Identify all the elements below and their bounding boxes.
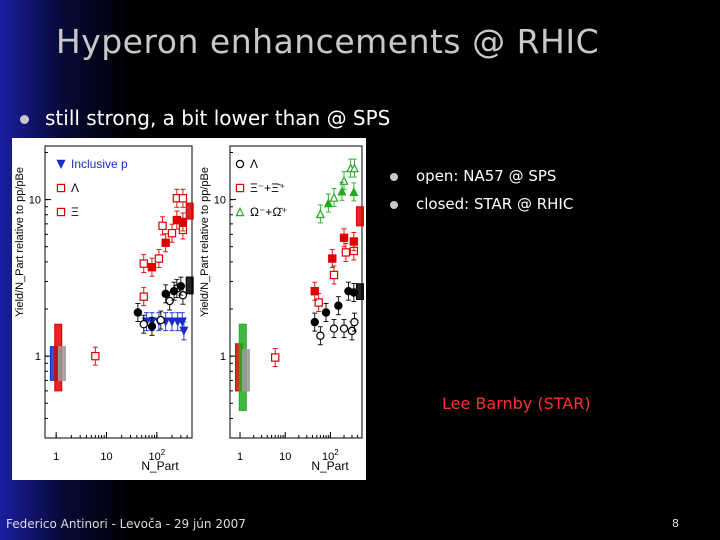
data-point: [339, 324, 349, 333]
legend-marker: [235, 159, 245, 169]
data-point: [161, 238, 170, 247]
legend-label: Inclusive p: [71, 157, 128, 171]
legend-marker: [235, 183, 245, 193]
systematic-band: [241, 349, 250, 392]
data-point: [178, 217, 188, 227]
data-point: [178, 194, 188, 203]
legend-label: Λ: [250, 157, 258, 171]
bullet-dot-icon: [390, 172, 398, 181]
data-point: [329, 270, 339, 280]
y-tick-label: 10: [214, 195, 226, 207]
systematic-band: [57, 346, 66, 381]
data-point: [133, 308, 143, 317]
legend-label: Ξ⁻+Ξ̄⁺: [250, 181, 285, 195]
legend-label: Λ: [71, 181, 79, 195]
data-point: [147, 322, 157, 331]
data-point: [167, 317, 177, 327]
systematic-band: [355, 206, 364, 227]
legend-label: Ω⁻+Ω̄⁺: [250, 205, 288, 219]
data-point: [139, 292, 148, 301]
legend-label: Ξ: [71, 205, 79, 219]
data-point: [156, 315, 166, 325]
data-point: [328, 254, 337, 263]
data-point: [91, 351, 100, 361]
y-axis-label: Yield/N_Part relative to pp/pBe: [14, 167, 26, 317]
x-tick-label: 1: [237, 451, 243, 463]
footer-author: Federico Antinori - Levoča - 29 jún 2007: [6, 517, 246, 531]
data-point: [314, 298, 323, 307]
x-tick-label: 10: [279, 451, 291, 463]
y-tick-label: 1: [220, 351, 226, 363]
legend-item-closed: closed: STAR @ RHIC: [390, 193, 573, 221]
y-axis-label: Yield/N_Part relative to pp/pBe: [199, 167, 211, 317]
data-point: [179, 326, 189, 336]
y-tick-label: 1: [35, 351, 41, 363]
slide-title: Hyperon enhancements @ RHIC: [55, 22, 600, 61]
data-point: [329, 324, 339, 333]
bullet-dot-icon: [20, 115, 29, 124]
legend-marker: [56, 183, 66, 193]
data-point: [158, 221, 167, 231]
bullet-dot-icon: [390, 200, 398, 209]
systematic-band: [185, 202, 194, 220]
data-point: [350, 317, 359, 327]
data-point: [315, 208, 325, 219]
y-tick-label: 10: [29, 195, 41, 207]
data-point: [337, 186, 347, 196]
main-bullet: still strong, a bit lower than @ SPS: [20, 106, 390, 130]
data-point: [139, 319, 148, 329]
page-number: 8: [672, 517, 679, 530]
data-point: [165, 296, 174, 306]
systematic-band: [185, 276, 194, 295]
x-axis-label: N_Part: [311, 459, 349, 473]
data-point: [169, 286, 179, 296]
data-point: [341, 248, 351, 257]
x-axis-label: N_Part: [141, 459, 179, 473]
data-point: [339, 233, 349, 243]
data-point: [323, 198, 333, 208]
data-point: [176, 281, 186, 291]
data-point: [154, 254, 164, 263]
data-point: [349, 186, 359, 197]
data-point: [334, 301, 343, 310]
hyperon-figure: 1 10 1 10 102 N_Part Yield/N_Part relative to …: [12, 138, 366, 480]
data-point: [139, 259, 148, 268]
credit-text: Lee Barnby (STAR): [442, 394, 591, 413]
data-point: [310, 317, 319, 327]
data-point: [349, 163, 360, 173]
data-point: [167, 229, 177, 238]
data-point: [270, 353, 280, 362]
data-point: [329, 192, 339, 202]
legend-item-open: open: NA57 @ SPS: [390, 165, 573, 193]
data-point: [349, 237, 359, 246]
legend-marker: [56, 207, 66, 217]
data-point: [147, 262, 157, 272]
main-bullet-text: still strong, a bit lower than @ SPS: [45, 106, 391, 130]
legend-marker: [56, 159, 66, 169]
data-point: [339, 175, 349, 185]
legend-marker: [235, 207, 245, 217]
open-closed-legend: open: NA57 @ SPS closed: STAR @ RHIC: [390, 165, 573, 221]
legend-closed-text: closed: STAR @ RHIC: [416, 195, 574, 213]
x-tick-label: 10: [100, 451, 112, 463]
data-point: [349, 288, 359, 297]
data-point: [321, 308, 331, 317]
legend-open-text: open: NA57 @ SPS: [416, 167, 557, 185]
data-point: [310, 286, 319, 296]
data-point: [161, 289, 170, 299]
data-point: [316, 331, 325, 340]
x-tick-label: 1: [53, 451, 59, 463]
